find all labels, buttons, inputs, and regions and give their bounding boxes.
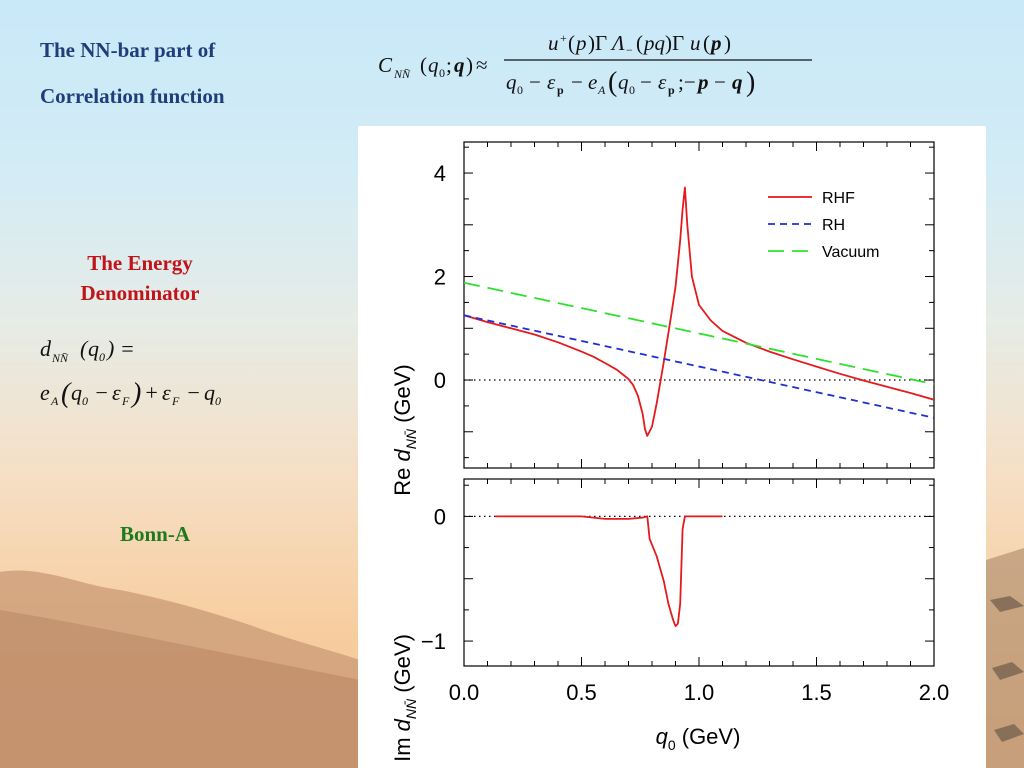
x-tick-label: 1.5	[801, 680, 832, 705]
svg-text:)Γ: )Γ	[588, 31, 607, 55]
svg-text:d: d	[40, 336, 52, 361]
svg-text:p: p	[557, 83, 564, 97]
svg-text:u: u	[548, 31, 559, 55]
title-line-2: Correlation function	[40, 84, 225, 108]
svg-text:p: p	[696, 70, 709, 94]
svg-text:)Γ: )Γ	[665, 31, 684, 55]
svg-text:q: q	[88, 336, 99, 361]
top-plot-area: 0 2 4	[434, 141, 935, 469]
x-tick-label: 0.0	[449, 680, 480, 705]
svg-text:ε: ε	[658, 70, 667, 94]
legend-label-rhf: RHF	[822, 190, 855, 207]
svg-text:F: F	[171, 394, 180, 408]
svg-text:): )	[466, 53, 473, 77]
svg-text:q: q	[428, 53, 439, 77]
svg-text:): )	[724, 31, 731, 55]
chart-legend: RHF RH Vacuum	[768, 190, 880, 261]
svg-text:p: p	[574, 31, 587, 55]
svg-text:;: ;	[446, 53, 452, 77]
svg-text:+: +	[560, 31, 567, 45]
svg-text:q: q	[454, 53, 465, 77]
svg-text:0: 0	[629, 83, 635, 97]
svg-text:0: 0	[82, 394, 88, 408]
svg-text:0: 0	[517, 83, 523, 97]
svg-text:−: −	[571, 70, 583, 94]
energy-denominator-formula: d NN̄ ( q 0 ) = e A ( q 0 − ε F ) + ε F …	[40, 336, 221, 409]
svg-text:−: −	[640, 70, 652, 94]
plot-frame	[463, 478, 935, 667]
svg-text:p: p	[709, 31, 722, 55]
y-tick-label: 4	[434, 161, 446, 186]
series-line-rhf-imag	[494, 515, 723, 627]
svg-text:+: +	[144, 380, 159, 405]
svg-text:A: A	[50, 394, 59, 408]
chart-svg: 0 2 4 0.0 0.5 1.0 1.5 2.0 0 −1 RHF RH Vacuum Re dN…	[390, 141, 950, 762]
svg-text:q: q	[732, 70, 743, 94]
svg-text:;−: ;−	[678, 70, 696, 94]
svg-text:−: −	[186, 380, 201, 405]
svg-text:F: F	[121, 394, 130, 408]
svg-text:0: 0	[215, 394, 221, 408]
energy-denominator-heading: The Energy Denominator	[40, 248, 240, 308]
y-tick-label: 0	[434, 368, 446, 393]
svg-text:−: −	[714, 70, 726, 94]
svg-text:ε: ε	[162, 380, 171, 405]
svg-text:(: (	[420, 53, 427, 77]
title-line-1: The NN-bar part of	[40, 38, 216, 62]
chart-panel: 0 2 4 0.0 0.5 1.0 1.5 2.0 0 −1 RHF RH Vacuum Re dN…	[358, 126, 986, 768]
x-tick-label: 0.5	[566, 680, 597, 705]
x-tick-label: 2.0	[919, 680, 950, 705]
svg-text:(: (	[80, 336, 89, 361]
svg-text:≈: ≈	[476, 53, 488, 77]
svg-text:−: −	[529, 70, 541, 94]
svg-text:NN̄: NN̄	[393, 67, 411, 81]
legend-label-vacuum: Vacuum	[822, 244, 880, 261]
svg-text:0: 0	[99, 350, 105, 364]
svg-text:C: C	[378, 53, 393, 77]
model-label: Bonn-A	[120, 522, 191, 546]
energy-heading-line-2: Denominator	[80, 281, 200, 305]
svg-text:ε: ε	[547, 70, 556, 94]
x-tick-label: 1.0	[684, 680, 715, 705]
y-tick-label: 0	[434, 504, 446, 529]
svg-text:q: q	[71, 380, 82, 405]
top-y-axis-label: Re dNN̄ (GeV)	[390, 364, 419, 496]
svg-text:u: u	[690, 31, 701, 55]
svg-text:e: e	[588, 70, 597, 94]
svg-text:(: (	[61, 378, 72, 409]
energy-heading-line-1: The Energy	[87, 251, 193, 275]
series-line-rhf-real	[464, 186, 934, 437]
svg-text:−: −	[626, 43, 633, 57]
svg-text:) =: ) =	[105, 336, 135, 361]
y-tick-label: 2	[434, 265, 446, 290]
x-axis-label: q0 (GeV)	[656, 724, 741, 753]
svg-text:(: (	[568, 31, 575, 55]
svg-text:): )	[130, 378, 141, 409]
series-line-vacuum-real	[464, 281, 934, 386]
svg-text:q: q	[506, 70, 517, 94]
svg-text:0: 0	[439, 66, 445, 80]
y-tick-label: −1	[421, 629, 446, 654]
svg-text:q: q	[204, 380, 215, 405]
svg-text:q: q	[618, 70, 629, 94]
svg-text:−: −	[94, 380, 109, 405]
svg-text:p: p	[668, 83, 675, 97]
svg-text:ε: ε	[112, 380, 121, 405]
correlation-formula: C NN̄ ( q 0 ; q ) ≈ u + ( p )Γ Λ − ( pq …	[378, 31, 812, 98]
svg-text:pq: pq	[642, 31, 666, 55]
svg-text:NN̄: NN̄	[51, 351, 69, 365]
bottom-y-axis-label: Im dNN̄ (GeV)	[390, 634, 419, 762]
legend-label-rh: RH	[822, 217, 845, 234]
svg-text:Λ: Λ	[610, 31, 625, 55]
series-line-rh-real	[464, 314, 934, 419]
bottom-plot-area: 0.0 0.5 1.0 1.5 2.0 0 −1	[421, 478, 950, 705]
svg-text:): )	[746, 67, 755, 98]
svg-text:e: e	[40, 380, 50, 405]
svg-text:A: A	[597, 83, 606, 97]
svg-text:(: (	[703, 31, 710, 55]
svg-text:(: (	[608, 67, 617, 98]
svg-text:(: (	[636, 31, 643, 55]
